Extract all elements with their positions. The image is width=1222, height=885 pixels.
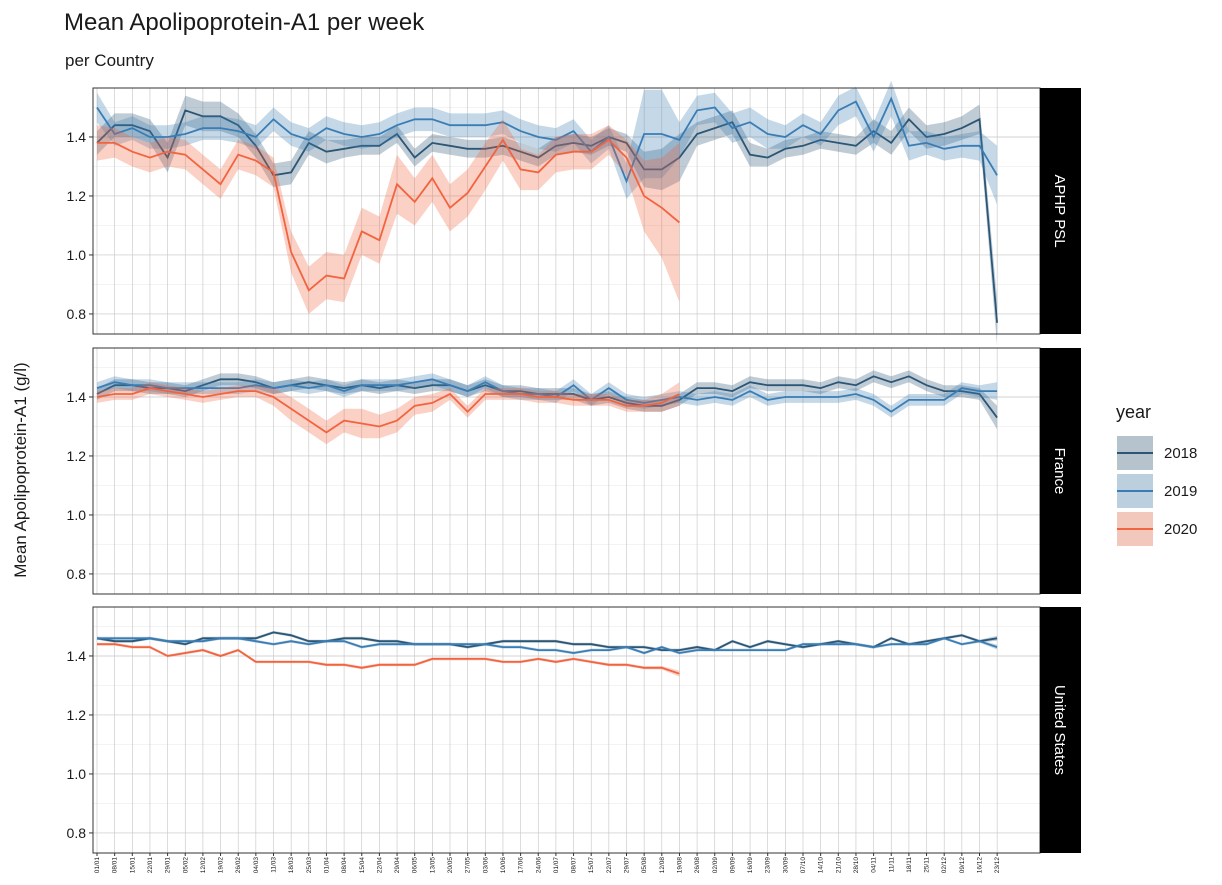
x-tick-label: 03/06 <box>482 857 489 874</box>
series-line <box>96 631 998 652</box>
x-tick-label: 02/09 <box>712 857 719 874</box>
x-tick-label: 15/01 <box>129 857 136 874</box>
x-tick-label: 21/10 <box>835 857 842 874</box>
legend-label: 2018 <box>1164 445 1197 462</box>
ci-ribbon <box>97 642 680 677</box>
series-line <box>96 109 998 323</box>
x-tick-label: 19/02 <box>218 857 225 874</box>
x-tick-label: 12/08 <box>659 857 666 874</box>
facet-strip <box>1040 607 1081 853</box>
x-tick-label: 26/08 <box>694 857 701 874</box>
x-tick-label: 27/05 <box>465 857 472 874</box>
y-tick-label: 1.0 <box>67 766 87 782</box>
legend-title: year <box>1116 402 1151 422</box>
series-line <box>97 637 998 654</box>
x-tick-label: 14/10 <box>818 857 825 874</box>
x-tick-label: 28/10 <box>853 857 860 874</box>
x-tick-label: 08/04 <box>341 857 348 874</box>
chart-subtitle: per Country <box>65 51 154 70</box>
x-tick-label: 09/12 <box>959 857 966 874</box>
x-tick-label: 13/05 <box>429 857 436 874</box>
x-tick-label: 16/12 <box>977 857 984 874</box>
x-tick-label: 30/09 <box>782 857 789 874</box>
x-tick-label: 25/03 <box>306 857 313 874</box>
x-tick-label: 22/01 <box>147 857 154 874</box>
x-tick-label: 29/04 <box>394 857 401 874</box>
x-tick-label: 01/07 <box>553 857 560 874</box>
chart-title: Mean Apolipoprotein-A1 per week <box>64 9 425 36</box>
ci-ribbon <box>97 80 998 205</box>
x-tick-label: 29/07 <box>624 857 631 874</box>
panel-background <box>93 607 1040 853</box>
x-tick-label: 05/02 <box>182 857 189 874</box>
x-tick-label: 09/09 <box>729 857 736 874</box>
x-tick-label: 15/04 <box>359 857 366 874</box>
x-tick-label: 04/03 <box>253 857 260 874</box>
series-line <box>96 96 998 184</box>
facet-strip <box>1040 88 1081 334</box>
x-tick-label: 01/01 <box>94 857 101 874</box>
facet-strip-label: United States <box>1051 685 1068 775</box>
x-tick-label: 18/11 <box>906 857 913 873</box>
x-tick-label: 06/05 <box>412 857 419 874</box>
x-tick-label: 18/03 <box>288 857 295 874</box>
facet-strip-label: APHP PSL <box>1051 174 1068 247</box>
y-tick-label: 1.4 <box>67 648 87 664</box>
y-tick-label: 1.0 <box>67 247 87 263</box>
x-tick-label: 01/04 <box>323 857 330 874</box>
y-tick-label: 1.4 <box>67 389 87 405</box>
x-tick-label: 23/09 <box>765 857 772 874</box>
y-tick-label: 1.2 <box>67 707 87 723</box>
legend-label: 2020 <box>1164 521 1197 538</box>
x-tick-label: 17/06 <box>518 857 525 874</box>
y-tick-label: 1.2 <box>67 188 87 204</box>
series-line <box>96 375 998 419</box>
x-tick-label: 08/07 <box>571 857 578 874</box>
x-tick-label: 22/07 <box>606 857 613 874</box>
x-tick-label: 11/11 <box>888 857 895 873</box>
x-tick-label: 07/10 <box>800 857 807 874</box>
x-tick-label: 26/02 <box>235 857 242 874</box>
y-tick-label: 1.0 <box>67 507 87 523</box>
y-axis-title: Mean Apolipoprotein-A1 (g/l) <box>11 362 30 577</box>
y-tick-label: 1.2 <box>67 448 87 464</box>
y-tick-label: 0.8 <box>67 306 87 322</box>
facet-strip-label: France <box>1051 448 1068 495</box>
series-line <box>96 378 998 413</box>
y-tick-label: 0.8 <box>67 825 87 841</box>
panel-background <box>93 88 1040 334</box>
x-tick-label: 25/11 <box>924 857 931 873</box>
x-tick-label: 29/01 <box>165 857 172 874</box>
x-tick-label: 22/04 <box>376 857 383 874</box>
x-tick-label: 04/11 <box>871 857 878 873</box>
x-tick-label: 08/01 <box>112 857 119 874</box>
series-line <box>97 643 680 675</box>
y-tick-label: 0.8 <box>67 566 87 582</box>
ci-ribbon <box>97 382 680 445</box>
x-tick-label: 19/08 <box>676 857 683 874</box>
x-tick-label: 05/08 <box>641 857 648 874</box>
ci-ribbon <box>97 119 680 314</box>
x-tick-label: 23/12 <box>994 857 1001 874</box>
x-tick-label: 12/02 <box>200 857 207 874</box>
series-line <box>97 138 680 292</box>
y-tick-label: 1.4 <box>67 129 87 145</box>
x-tick-label: 10/06 <box>500 857 507 874</box>
ci-ribbon <box>97 95 998 347</box>
x-tick-label: 15/07 <box>588 857 595 874</box>
facet-strip <box>1040 348 1081 594</box>
x-tick-label: 02/12 <box>941 857 948 874</box>
x-tick-label: 16/09 <box>747 857 754 874</box>
x-tick-label: 20/05 <box>447 857 454 874</box>
x-tick-label: 24/06 <box>535 857 542 874</box>
x-tick-label: 11/03 <box>271 857 278 873</box>
legend-label: 2019 <box>1164 483 1197 500</box>
series-line <box>96 387 680 434</box>
